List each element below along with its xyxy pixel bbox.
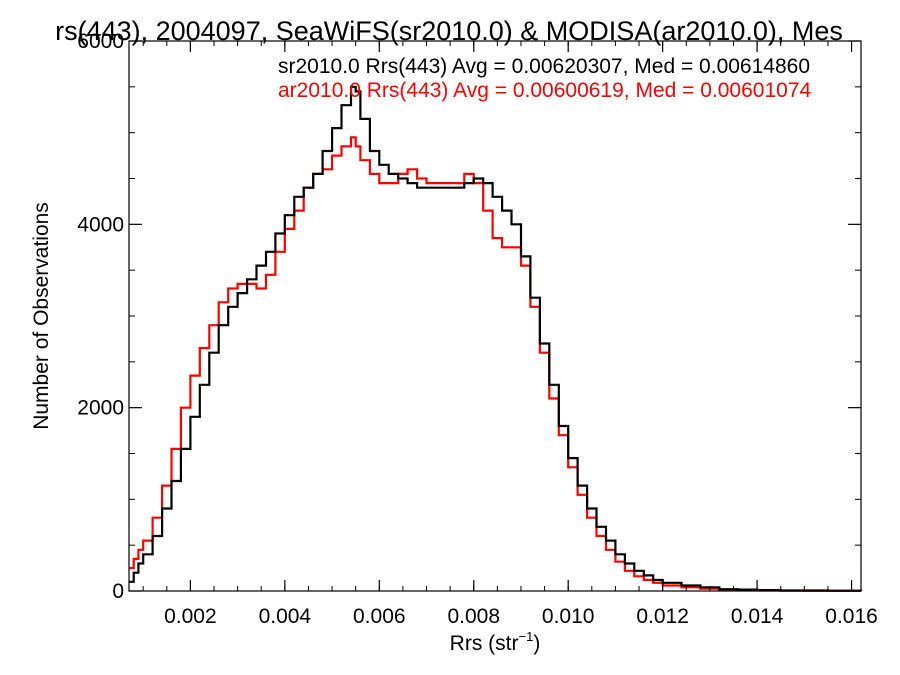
x-tick-label: 0.012 — [636, 605, 689, 628]
x-axis-label-close: ) — [533, 632, 540, 655]
x-axis-label-sup: −1 — [519, 629, 534, 644]
legend-entry-ar2010: ar2010.0 Rrs(443) Avg = 0.00600619, Med … — [278, 79, 812, 102]
x-axis-label-text: Rrs (str — [450, 632, 519, 655]
x-tick-label: 0.010 — [542, 605, 595, 628]
x-axis-label: Rrs (str−1) — [450, 629, 541, 655]
x-tick-label: 0.004 — [259, 605, 312, 628]
x-tick-label: 0.008 — [447, 605, 500, 628]
legend-entry-sr2010: sr2010.0 Rrs(443) Avg = 0.00620307, Med … — [278, 55, 810, 78]
y-tick-label: 2000 — [77, 397, 124, 420]
x-tick-label: 0.014 — [731, 605, 784, 628]
series-line-0 — [129, 85, 863, 592]
x-tick-label: 0.016 — [825, 605, 878, 628]
series-line-1 — [129, 136, 863, 592]
y-axis-label: Number of Observations — [30, 202, 53, 430]
y-tick-label: 4000 — [77, 213, 124, 236]
y-tick-label: 0 — [112, 580, 124, 603]
y-tick-label: 6000 — [77, 30, 124, 53]
x-tick-label: 0.002 — [164, 605, 217, 628]
plot-frame — [128, 40, 862, 592]
x-tick-label: 0.006 — [353, 605, 406, 628]
